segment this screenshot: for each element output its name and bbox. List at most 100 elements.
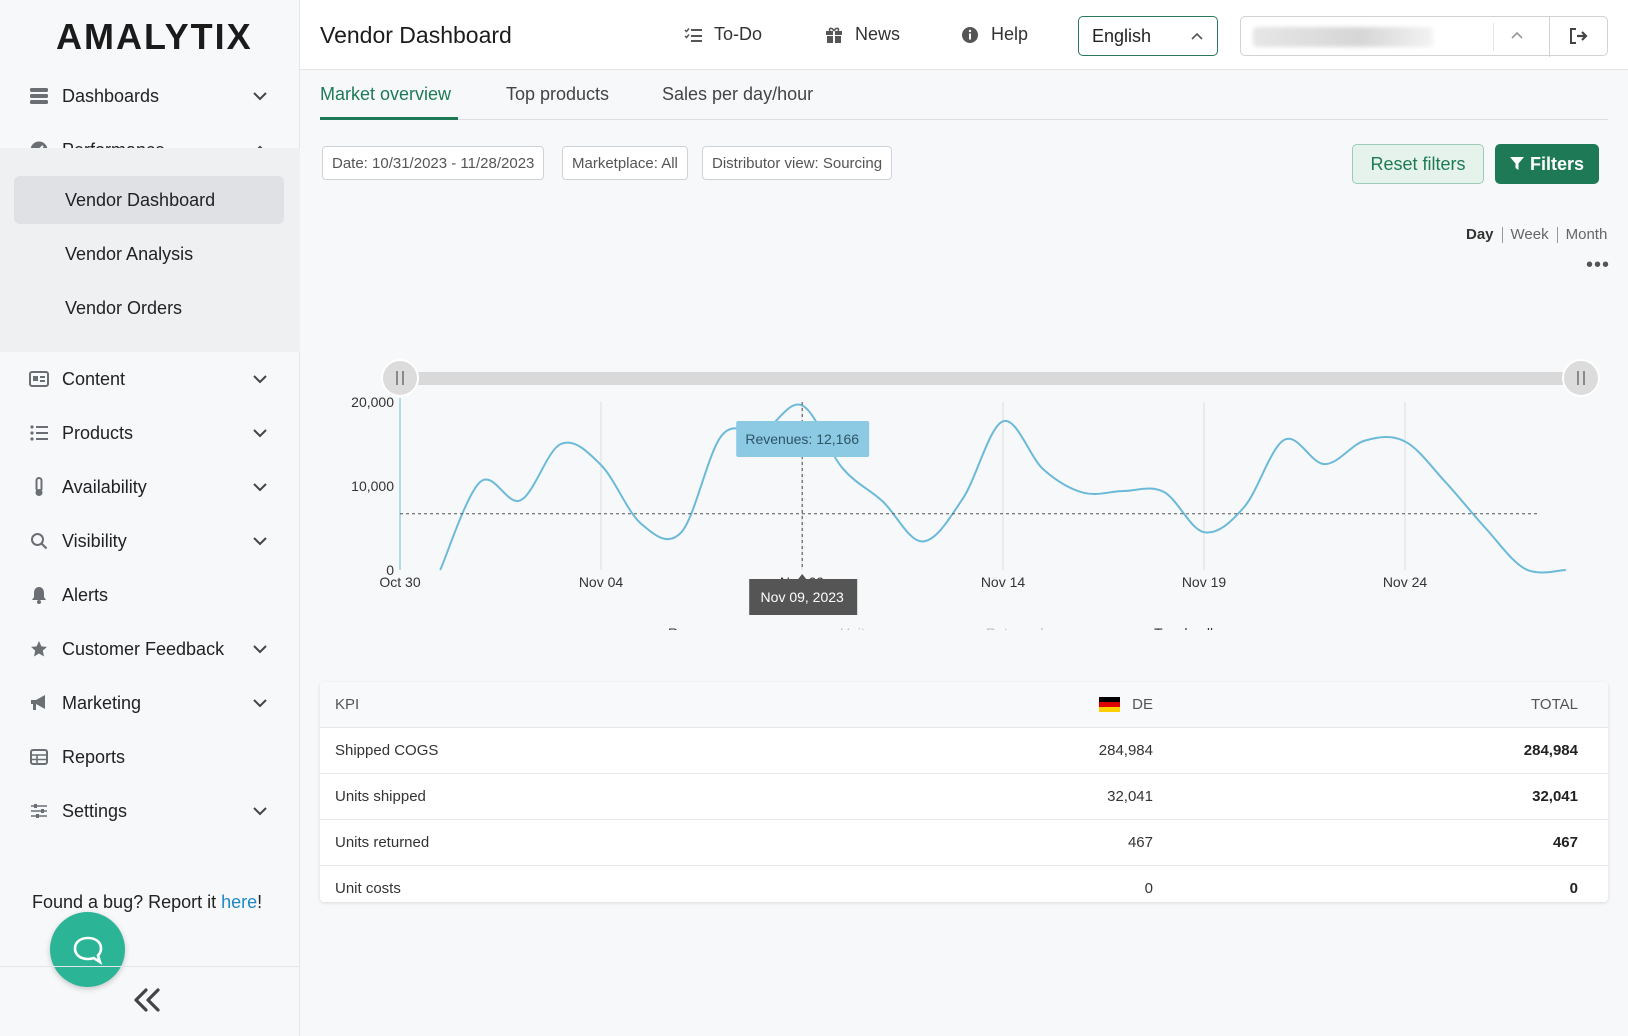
bug-report-suffix: !	[257, 892, 263, 912]
sidebar-item-label: Alerts	[62, 584, 109, 605]
data-point	[960, 496, 966, 502]
kpi-total-value: 32,041	[1532, 788, 1578, 805]
kpi-name: Units shipped	[335, 788, 426, 805]
tab-market-overview[interactable]: Market overview	[320, 84, 452, 104]
sidebar-item-marketing[interactable]: Marketing	[0, 681, 300, 725]
period-day[interactable]: Day	[1466, 226, 1494, 243]
gift-icon	[826, 27, 842, 43]
data-point	[1482, 525, 1488, 531]
range-slider-right-handle[interactable]	[1562, 359, 1600, 397]
sidebar-item-dashboards[interactable]: Dashboards	[0, 74, 300, 118]
y-tick-label: 10,000	[351, 478, 394, 494]
tooltip-box	[736, 421, 870, 457]
kpi-de-value: 284,984	[1098, 742, 1153, 759]
kpi-de-value: 467	[1127, 834, 1153, 851]
sidebar-subitem-vendor-analysis[interactable]: Vendor Analysis	[65, 243, 194, 264]
account-name-redacted	[1253, 27, 1433, 47]
language-select[interactable]: English	[1078, 16, 1218, 56]
data-point	[678, 529, 684, 535]
sidebar-subitem-vendor-dashboard[interactable]: Vendor Dashboard	[14, 176, 284, 224]
period-month[interactable]: Month	[1565, 226, 1608, 243]
amalytix-logo[interactable]: AMALYTIX	[56, 16, 253, 57]
performance-submenu: Vendor Dashboard Vendor Analysis Vendor …	[0, 148, 300, 352]
sidebar-item-label: Marketing	[62, 692, 142, 713]
todo-label: To-Do	[714, 24, 763, 44]
range-slider-track[interactable]	[400, 372, 1580, 385]
sidebar-item-label: Availability	[62, 476, 147, 497]
sidebar-item-availability[interactable]: Availability	[0, 465, 300, 509]
data-point	[437, 567, 443, 573]
chevron-up-icon	[1191, 32, 1203, 40]
period-week[interactable]: Week	[1510, 226, 1549, 243]
sidebar-subitem-vendor-orders[interactable]: Vendor Orders	[65, 297, 183, 318]
page-title: Vendor Dashboard	[320, 22, 512, 48]
x-tick-label: Oct 30	[379, 574, 420, 590]
info-icon	[962, 26, 978, 43]
checklist-icon	[684, 27, 702, 42]
kpi-table: KPI DE TOTAL Shipped COGS 284,984 284,98…	[320, 682, 1608, 902]
period-switch: Day Week Month	[1466, 226, 1607, 243]
kpi-de-value: 32,041	[1107, 788, 1153, 805]
table-header-row: KPI DE TOTAL	[320, 682, 1608, 728]
legend-item[interactable]: Toggle all	[1154, 625, 1213, 641]
sidebar-item-label: Visibility	[62, 530, 127, 551]
sidebar-item-customer-feedback[interactable]: Customer Feedback	[0, 627, 300, 671]
data-point	[1040, 466, 1046, 472]
date-filter-chip[interactable]: Date: 10/31/2023 - 11/28/2023	[322, 146, 545, 180]
range-slider-left-handle[interactable]	[381, 359, 419, 397]
sidebar-item-alerts[interactable]: Alerts	[0, 573, 300, 617]
kpi-total-value: 467	[1552, 834, 1578, 851]
table-row: Units returned 467 467	[320, 820, 1608, 866]
language-value: English	[1092, 25, 1152, 46]
sidebar-item-products[interactable]: Products	[0, 411, 300, 455]
distributor-filter-chip[interactable]: Distributor view: Sourcing	[702, 146, 893, 180]
table-row: Unit costs 0 0	[320, 866, 1608, 912]
table-row: Units shipped 32,041 32,041	[320, 774, 1608, 820]
sidebar-item-content[interactable]: Content	[0, 357, 300, 401]
chevron-down-icon	[253, 483, 267, 492]
todo-link[interactable]: To-Do	[684, 24, 762, 45]
legend-item[interactable]: Units	[840, 625, 872, 641]
x-tick-label: Nov 24	[1383, 574, 1428, 590]
x-tick-label: Nov 14	[981, 574, 1026, 590]
chevron-down-icon	[253, 537, 267, 546]
data-point	[558, 441, 564, 447]
help-link[interactable]: Help	[961, 24, 1028, 45]
list-icon	[28, 422, 50, 444]
data-point	[1362, 438, 1368, 444]
account-divider	[1493, 23, 1494, 51]
tab-top-products[interactable]: Top products	[506, 84, 610, 104]
marketplace-filter-chip[interactable]: Marketplace: All	[562, 146, 688, 180]
kpi-total-value: 0	[1569, 880, 1578, 897]
account-divider	[1549, 17, 1550, 57]
data-point	[1201, 529, 1207, 535]
sidebar-item-visibility[interactable]: Visibility	[0, 519, 300, 563]
logout-icon[interactable]	[1569, 27, 1589, 45]
sidebar-item-settings[interactable]: Settings	[0, 789, 300, 833]
filters-label: Filters	[1529, 153, 1585, 174]
kpi-name: Shipped COGS	[335, 742, 439, 759]
header-de: DE	[1099, 696, 1153, 713]
collapse-sidebar-icon[interactable]	[130, 984, 166, 1016]
thermometer-icon	[28, 476, 50, 498]
filters-button[interactable]: Filters	[1495, 144, 1599, 184]
data-point	[1523, 566, 1529, 572]
reset-filters-button[interactable]: Reset filters	[1352, 144, 1484, 184]
tab-bar: Market overview Top products Sales per d…	[320, 70, 1608, 120]
sidebar-item-reports[interactable]: Reports	[0, 735, 300, 779]
chevron-up-icon	[1511, 31, 1523, 39]
legend-item[interactable]: Returned	[986, 625, 1044, 641]
chart-more-options-icon[interactable]: •••	[1586, 254, 1611, 276]
news-link[interactable]: News	[825, 24, 900, 45]
legend-item[interactable]: Revenues	[668, 625, 731, 641]
active-tab-indicator	[320, 117, 458, 120]
data-point	[1000, 418, 1006, 424]
dashboard-icon	[28, 85, 50, 107]
bug-report-link[interactable]: here	[221, 892, 258, 912]
account-select[interactable]	[1240, 16, 1608, 57]
date-tooltip-text: Nov 09, 2023	[761, 589, 844, 605]
tab-sales-per-day-hour[interactable]: Sales per day/hour	[662, 84, 814, 104]
chat-button[interactable]	[50, 912, 125, 987]
